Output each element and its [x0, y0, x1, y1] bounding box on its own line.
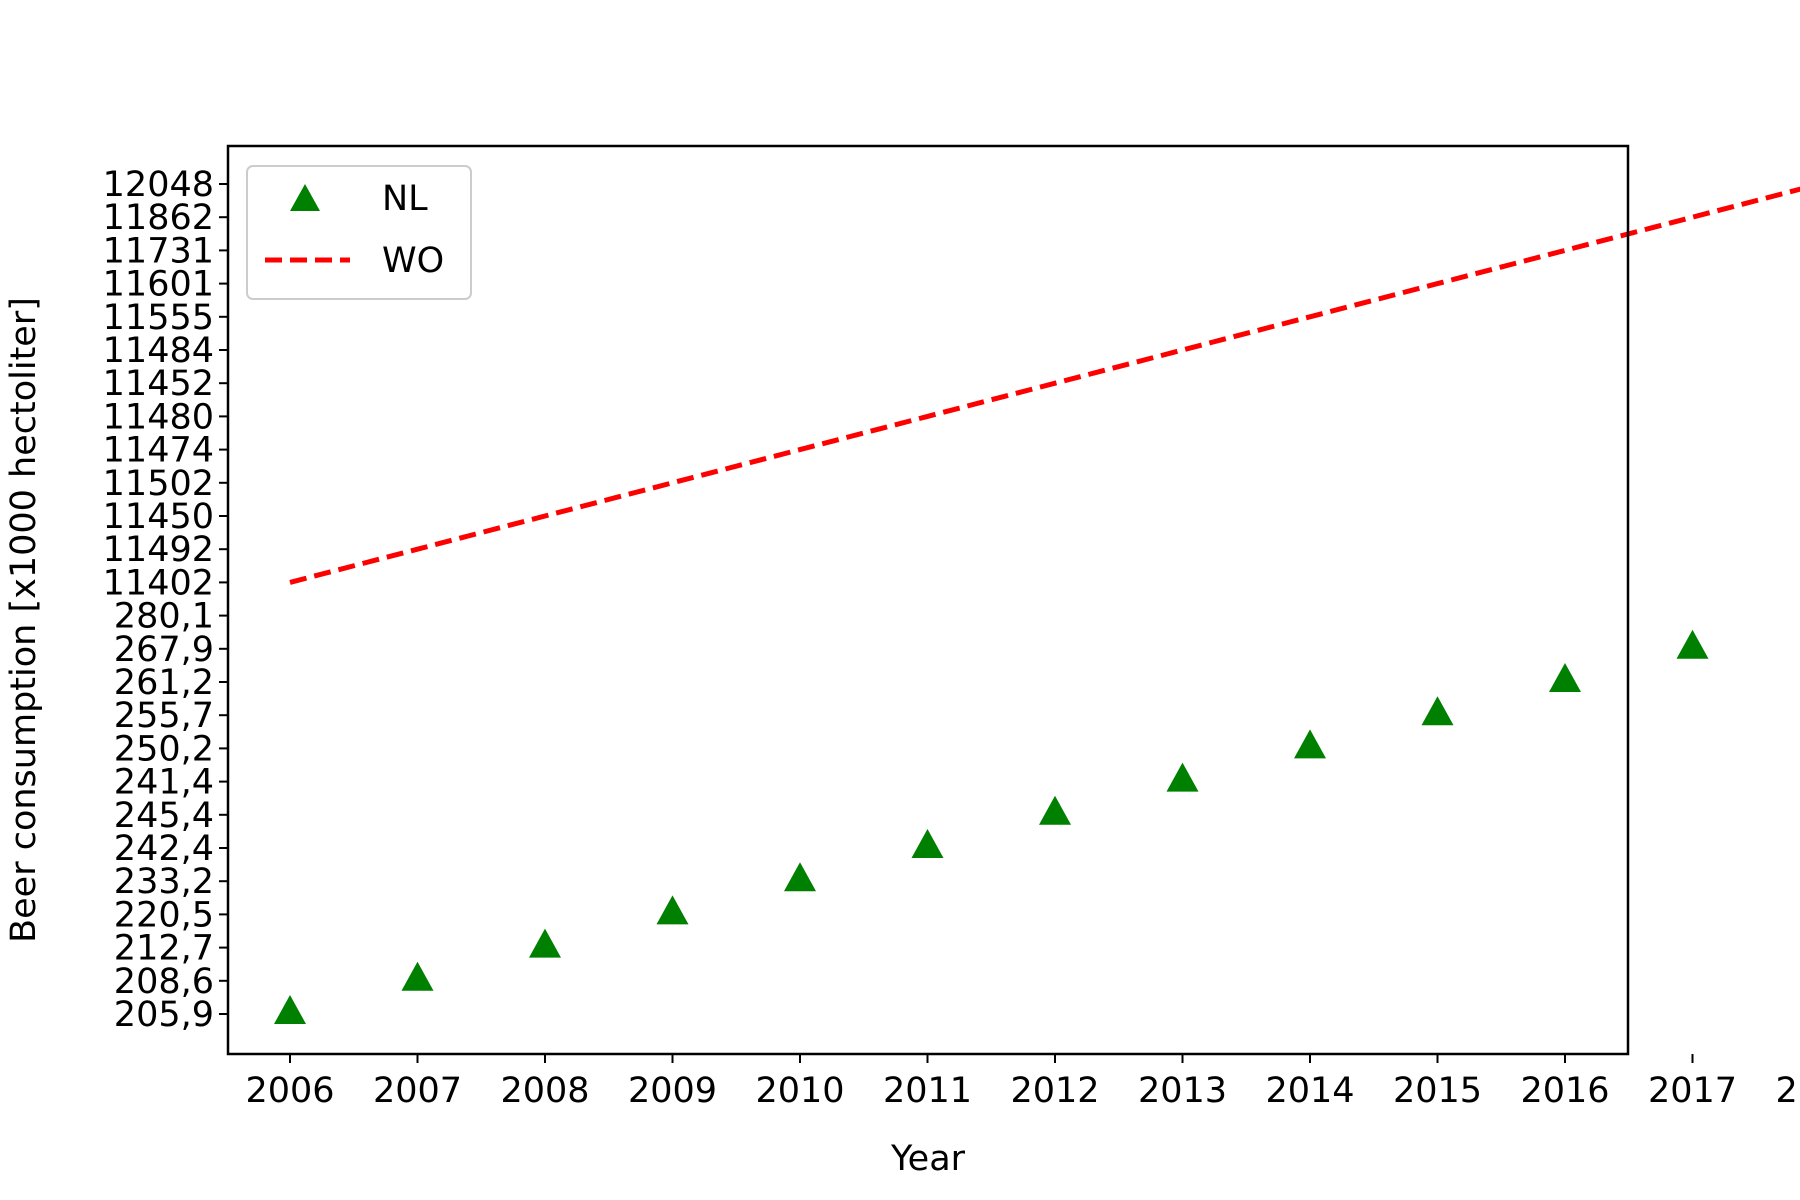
y-tick-label: 205,9 [114, 995, 214, 1035]
y-tick-label: 208,6 [114, 962, 214, 1002]
x-tick-label: 2006 [245, 1071, 334, 1111]
x-tick-label: 2014 [1265, 1071, 1354, 1111]
y-tick-label: 11555 [103, 298, 214, 338]
data-point-nl [911, 829, 944, 858]
legend-nl-marker [290, 184, 320, 211]
y-tick-label: 261,2 [114, 663, 214, 703]
y-tick-label: 220,5 [114, 895, 214, 935]
legend-label-nl: NL [382, 179, 428, 219]
legend-label-wo: WO [382, 241, 444, 281]
y-tick-label: 245,4 [114, 796, 214, 836]
x-tick-label: 2012 [1010, 1071, 1099, 1111]
data-point-nl [401, 961, 434, 991]
y-tick-label: 11450 [103, 497, 214, 537]
y-tick-label: 212,7 [114, 929, 214, 969]
y-tick-label: 11731 [103, 231, 214, 271]
x-tick-label: 2017 [1648, 1071, 1737, 1111]
data-point-nl [1294, 729, 1326, 759]
y-tick-label: 11601 [103, 265, 214, 305]
y-tick-label: 242,4 [114, 829, 214, 869]
x-tick-label: 2007 [373, 1071, 462, 1111]
y-tick-label: 11474 [103, 431, 214, 471]
x-tick-label: 2009 [628, 1071, 717, 1111]
y-axis-title: Beer consumption [x1000 hectoliter] [4, 297, 44, 943]
x-tick-label: 2013 [1138, 1071, 1227, 1111]
y-tick-label: 241,4 [114, 763, 214, 803]
y-tick-label: 250,2 [114, 729, 214, 769]
y-tick-label: 11502 [103, 464, 214, 504]
data-point-nl [1039, 795, 1071, 825]
x-axis-title: Year [890, 1139, 966, 1179]
y-tick-label: 11452 [103, 364, 214, 404]
plot-area [274, 186, 1800, 1024]
x-tick-label: 2008 [500, 1071, 589, 1111]
x-tick-label: 2011 [883, 1071, 972, 1111]
x-tick-label: 2016 [1520, 1071, 1609, 1111]
x-tick-label: 2010 [755, 1071, 844, 1111]
x-tick-label: 2015 [1393, 1071, 1482, 1111]
y-tick-label: 280,1 [114, 597, 214, 637]
y-tick-label: 11480 [103, 397, 214, 437]
y-tick-label: 11492 [103, 530, 214, 570]
y-tick-label: 233,2 [114, 862, 214, 902]
data-point-nl [1676, 629, 1709, 659]
y-tick-label: 267,9 [114, 630, 214, 670]
data-point-nl [784, 862, 816, 892]
y-tick-label: 11862 [103, 198, 214, 238]
y-tick-label: 11402 [103, 563, 214, 603]
legend: NL WO [246, 165, 472, 300]
data-point-nl [656, 895, 689, 925]
x-tick-label: 2018 [1775, 1071, 1800, 1111]
y-tick-label: 255,7 [114, 696, 214, 736]
y-tick-label: 11484 [103, 331, 214, 371]
data-point-nl [1166, 762, 1199, 792]
data-point-nl [274, 995, 306, 1024]
axes: 205,9208,6212,7220,5233,2242,4245,4241,4… [103, 144, 1800, 1111]
series-line-wo [289, 186, 1800, 585]
data-point-nl [1549, 663, 1581, 692]
data-point-nl [1421, 696, 1454, 726]
data-point-nl [529, 928, 561, 958]
y-tick-label: 12048 [103, 165, 214, 205]
